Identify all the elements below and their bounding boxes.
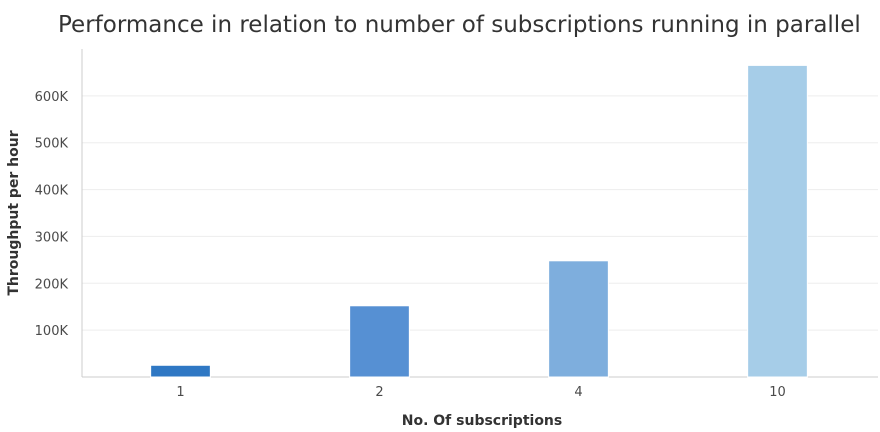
- y-tick-label: 600K: [35, 90, 69, 105]
- bar-1[interactable]: [150, 364, 211, 378]
- y-tick-label: 100K: [35, 324, 69, 339]
- bar-4[interactable]: [548, 260, 609, 378]
- bars: [150, 64, 808, 378]
- gridlines: [82, 95, 878, 331]
- x-axis-ticks: 1 2 4 10: [176, 385, 785, 400]
- x-tick-label: 1: [176, 385, 184, 400]
- y-tick-label: 300K: [35, 230, 69, 245]
- x-tick-label: 10: [769, 385, 786, 400]
- y-axis-ticks: 100K 200K 300K 400K 500K 600K: [35, 90, 69, 339]
- x-tick-label: 2: [375, 385, 383, 400]
- chart-title: Performance in relation to number of sub…: [58, 12, 861, 38]
- x-axis-label: No. Of subscriptions: [402, 413, 562, 429]
- bar-2[interactable]: [349, 305, 410, 378]
- bar-10[interactable]: [747, 64, 808, 378]
- y-tick-label: 400K: [35, 184, 69, 199]
- y-tick-label: 200K: [35, 277, 69, 292]
- x-tick-label: 4: [574, 385, 582, 400]
- y-axis-label: Throughput per hour: [6, 130, 22, 295]
- y-tick-label: 500K: [35, 137, 69, 152]
